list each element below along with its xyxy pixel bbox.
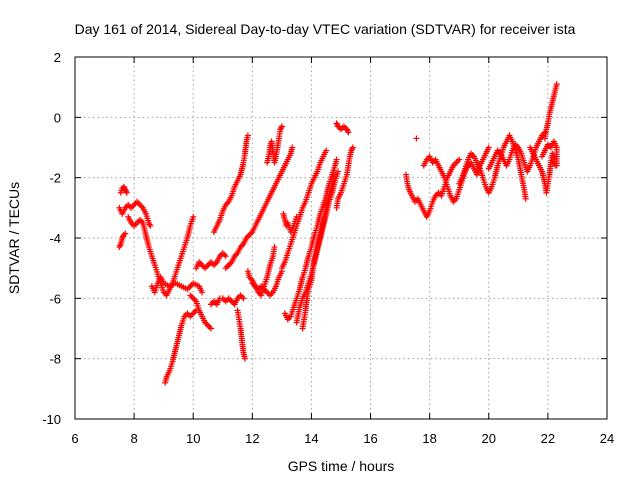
series-arc-e1	[403, 156, 463, 220]
series-arc-a1	[116, 230, 129, 251]
x-tick-label: 8	[130, 431, 137, 446]
data-point	[485, 144, 492, 151]
data-point	[244, 132, 251, 139]
x-tick-label: 6	[71, 431, 78, 446]
y-tick-label: 2	[54, 50, 61, 65]
series-arc-e4	[456, 132, 529, 202]
series-arc-a4	[125, 213, 197, 299]
x-tick-label: 16	[363, 431, 377, 446]
data-point	[278, 123, 285, 130]
x-tick-label: 24	[600, 431, 614, 446]
chart-title: Day 161 of 2014, Sidereal Day-to-day VTE…	[75, 21, 576, 37]
axis-ticks	[74, 56, 608, 420]
y-tick-labels: -10 -8 -6 -4 -2 0 2	[42, 50, 61, 427]
x-tick-label: 20	[482, 431, 496, 446]
data-point	[333, 156, 340, 163]
x-tick-labels: 6 8 10 12 14 16 18 20 22 24	[71, 431, 614, 446]
grid-lines	[75, 57, 607, 419]
series-arc-d5	[299, 171, 337, 332]
data-point	[190, 213, 197, 220]
y-tick-label: -10	[42, 412, 61, 427]
data-point	[241, 355, 248, 362]
series-arc-c7	[264, 123, 285, 166]
data-point	[222, 253, 229, 260]
data-point	[553, 162, 560, 169]
data-point	[456, 156, 463, 163]
data-point	[553, 81, 560, 88]
data-point	[123, 189, 130, 196]
series-arc-c1	[207, 292, 247, 308]
data-point	[413, 135, 420, 142]
series-arc-e5	[485, 129, 548, 175]
series-arc-a3	[116, 198, 154, 229]
data-point	[349, 144, 356, 151]
series-arc-b2	[162, 307, 200, 386]
data-points	[116, 81, 560, 386]
x-tick-label: 22	[541, 431, 555, 446]
series-arc-d7	[333, 144, 356, 211]
y-tick-label: -4	[49, 231, 61, 246]
series-arc-e6	[527, 144, 559, 196]
x-axis-label: GPS time / hours	[288, 458, 395, 474]
data-point	[289, 144, 296, 151]
series-arc-a2	[117, 183, 130, 196]
series-arc-c4	[222, 144, 296, 272]
series-arc-b1	[148, 274, 206, 296]
series-arc-d2	[280, 210, 300, 235]
y-tick-label: -6	[49, 291, 61, 306]
y-tick-label: -8	[49, 352, 61, 367]
data-point	[330, 171, 337, 178]
series-arc-e2	[413, 135, 420, 142]
series-arc-c2	[210, 132, 251, 235]
y-axis-label: SDTVAR / TECUs	[6, 182, 22, 294]
series-arc-e8	[538, 138, 560, 169]
data-point	[199, 289, 206, 296]
x-tick-label: 18	[422, 431, 436, 446]
x-tick-label: 10	[186, 431, 200, 446]
y-tick-label: -2	[49, 171, 61, 186]
series-arc-b3	[187, 292, 214, 332]
y-tick-label: 0	[54, 110, 61, 125]
series-arc-c6	[249, 268, 285, 299]
data-point	[240, 295, 247, 302]
data-point	[293, 213, 300, 220]
data-point	[147, 222, 154, 229]
data-point	[122, 230, 129, 237]
data-point	[345, 129, 352, 136]
series-arc-d6	[333, 120, 352, 136]
data-point	[522, 195, 529, 202]
data-point	[207, 325, 214, 332]
series-arc-e7	[541, 81, 560, 142]
series-arc-b4	[193, 250, 229, 272]
series-arc-c3	[234, 307, 248, 362]
data-point	[335, 168, 342, 175]
data-point	[323, 147, 330, 154]
x-tick-label: 14	[304, 431, 318, 446]
data-point	[271, 244, 278, 251]
x-tick-label: 12	[245, 431, 259, 446]
